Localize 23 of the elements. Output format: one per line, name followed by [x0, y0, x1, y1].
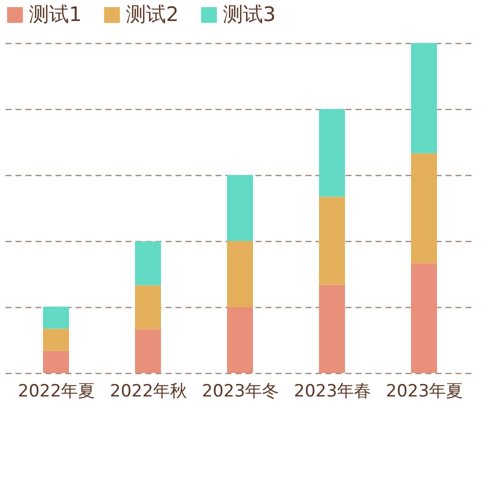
bar — [411, 263, 437, 373]
bar — [43, 328, 69, 351]
x-tick-label: 2023年冬 — [202, 382, 280, 402]
bar — [319, 196, 345, 285]
bar — [135, 241, 161, 286]
bar — [43, 306, 69, 329]
x-tick-label: 2022年夏 — [18, 382, 96, 402]
x-tick-label: 2023年春 — [294, 382, 372, 402]
bar — [319, 284, 345, 373]
x-tick-label: 2023年夏 — [386, 382, 464, 402]
bar — [135, 285, 161, 330]
bar — [319, 109, 345, 197]
x-tick-label: 2022年秋 — [110, 382, 188, 402]
bar — [43, 350, 69, 373]
legend-label: 测试1 — [29, 2, 82, 26]
legend-label: 测试2 — [126, 2, 179, 26]
bar — [227, 241, 253, 307]
bar — [411, 43, 437, 154]
bar — [227, 307, 253, 373]
bar — [135, 329, 161, 373]
legend-label: 测试3 — [223, 2, 276, 26]
bar — [227, 175, 253, 241]
bar — [411, 153, 437, 264]
